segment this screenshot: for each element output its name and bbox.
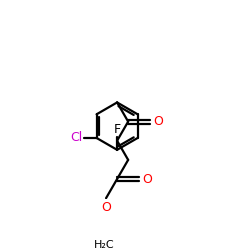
Text: O: O: [101, 200, 111, 213]
Text: Cl: Cl: [70, 132, 82, 144]
Text: F: F: [114, 122, 121, 136]
Text: H₂C: H₂C: [94, 240, 115, 250]
Text: O: O: [154, 115, 163, 128]
Text: O: O: [142, 172, 152, 186]
